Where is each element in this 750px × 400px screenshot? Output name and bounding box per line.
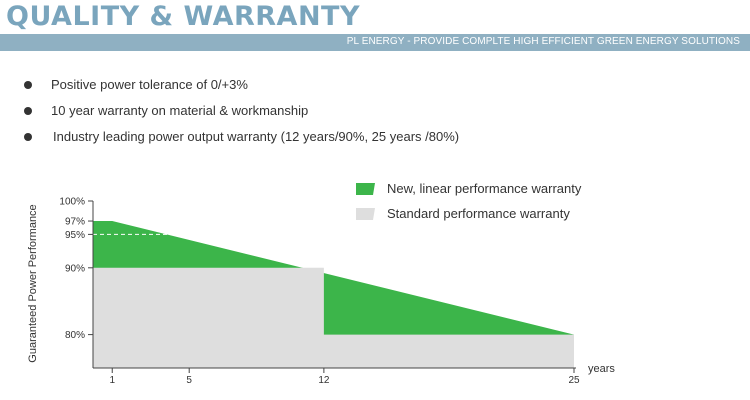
bullet-text: Positive power tolerance of 0/+3% bbox=[51, 77, 248, 92]
bullet-icon bbox=[24, 81, 32, 89]
legend-label-standard: Standard performance warranty bbox=[387, 206, 570, 221]
x-tick-label: 1 bbox=[109, 375, 115, 386]
bullet-text: 10 year warranty on material & workmansh… bbox=[51, 103, 309, 118]
x-tick-label: 12 bbox=[318, 375, 330, 386]
bullet-text: Industry leading power output warranty (… bbox=[53, 129, 460, 144]
bullet-icon bbox=[24, 107, 32, 115]
y-tick-label: 100% bbox=[59, 197, 85, 208]
y-tick-label: 90% bbox=[65, 263, 85, 274]
list-item: Positive power tolerance of 0/+3% bbox=[24, 76, 459, 102]
list-item: 10 year warranty on material & workmansh… bbox=[24, 102, 459, 128]
subtitle-banner: PL ENERGY - PROVIDE COMPLTE HIGH EFFICIE… bbox=[0, 34, 750, 51]
x-tick-label: 5 bbox=[186, 375, 192, 386]
banner-text: PL ENERGY - PROVIDE COMPLTE HIGH EFFICIE… bbox=[346, 36, 740, 47]
list-item: Industry leading power output warranty (… bbox=[24, 128, 459, 154]
legend-label-linear: New, linear performance warranty bbox=[387, 181, 582, 196]
x-tick-label: 25 bbox=[568, 375, 580, 386]
standard-warranty-area bbox=[93, 267, 574, 368]
legend-swatch-linear bbox=[356, 183, 375, 195]
page-title: QUALITY & WARRANTY bbox=[6, 1, 361, 32]
y-tick-label: 97% bbox=[65, 217, 85, 228]
feature-list: Positive power tolerance of 0/+3% 10 yea… bbox=[24, 76, 459, 154]
bullet-icon bbox=[24, 133, 32, 141]
x-axis-label: years bbox=[588, 363, 615, 375]
y-tick-label: 80% bbox=[65, 330, 85, 341]
y-axis-label: Guaranteed Power Performance bbox=[27, 204, 39, 362]
legend-swatch-standard bbox=[356, 208, 375, 220]
y-tick-label: 95% bbox=[65, 230, 85, 241]
